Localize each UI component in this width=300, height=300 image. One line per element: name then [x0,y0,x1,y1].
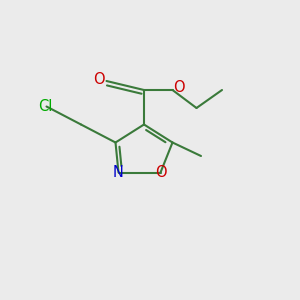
Text: N: N [113,165,124,180]
Text: Cl: Cl [38,99,52,114]
Text: O: O [173,80,185,95]
Text: O: O [155,165,166,180]
Text: O: O [93,72,105,87]
